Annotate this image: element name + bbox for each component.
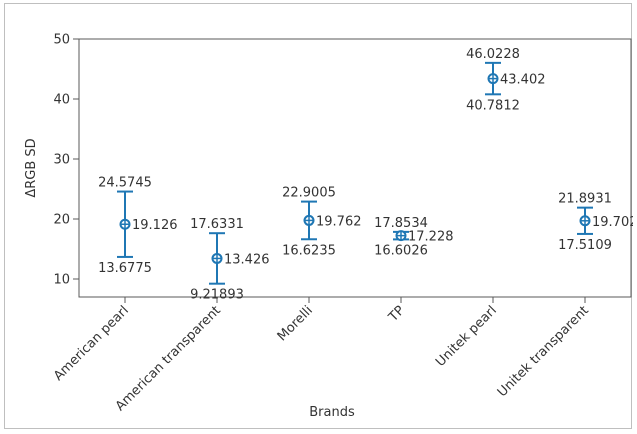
lower-label: 16.6026 (374, 243, 428, 258)
error-bar-group: 19.702 21.8931 17.5109 (558, 192, 637, 253)
error-bar-group: 13.426 17.6331 9.21893 (190, 217, 269, 302)
error-bar-group: 19.762 22.9005 16.6235 (282, 186, 361, 259)
lower-label: 40.7812 (466, 98, 520, 113)
y-tick-label: 20 (53, 213, 70, 228)
lower-label: 16.6235 (282, 243, 336, 258)
data-marks: 19.126 24.5745 13.6775 13.426 17.6331 9.21893… (98, 47, 637, 303)
mean-label: 13.426 (224, 252, 270, 267)
x-tick-label: American pearl (51, 303, 132, 384)
lower-label: 9.21893 (190, 288, 244, 303)
upper-label: 22.9005 (282, 186, 336, 201)
upper-label: 24.5745 (98, 176, 152, 191)
error-bar-group: 19.126 24.5745 13.6775 (98, 176, 177, 276)
y-tick-label: 10 (53, 273, 70, 288)
x-tick-label: Unitek transparent (495, 303, 592, 400)
upper-label: 21.8931 (558, 192, 612, 207)
y-tick-label: 30 (53, 153, 70, 168)
x-axis-title: Brands (309, 405, 355, 420)
y-tick-label: 50 (53, 33, 70, 48)
plot-area (78, 38, 632, 298)
upper-label: 46.0228 (466, 47, 520, 62)
mean-label: 19.126 (132, 218, 178, 233)
mean-label: 19.702 (592, 215, 633, 230)
mean-label: 17.228 (408, 230, 454, 245)
mean-label: 43.402 (500, 73, 546, 88)
x-tick-label: TP (385, 303, 408, 326)
lower-label: 17.5109 (558, 238, 612, 253)
upper-label: 17.6331 (190, 217, 244, 232)
lower-label: 13.6775 (98, 261, 152, 276)
x-tick-label: Morelli (275, 303, 316, 344)
x-tick-label: American transparent (113, 303, 224, 414)
x-tick-label: Unitek pearl (433, 303, 500, 370)
y-tick-label: 40 (53, 93, 70, 108)
y-axis: 10 20 30 40 50 (53, 33, 79, 288)
chart-frame: 10 20 30 40 50 American pearl American transp… (4, 3, 637, 429)
error-bar-group: 43.402 46.0228 40.7812 (466, 47, 545, 113)
upper-label: 17.8534 (374, 216, 428, 231)
y-axis-title: ΔRGB SD (24, 138, 39, 197)
mean-label: 19.762 (316, 214, 362, 229)
